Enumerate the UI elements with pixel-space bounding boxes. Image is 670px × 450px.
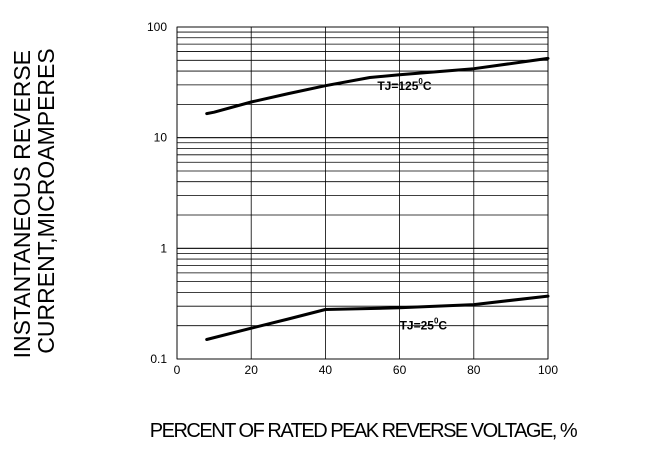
x-tick-label: 100 <box>538 363 558 377</box>
y-tick-label: 1 <box>160 241 167 255</box>
y-tick-label: 100 <box>147 20 167 34</box>
x-axis-label: PERCENT OF RATED PEAK REVERSE VOLTAGE, % <box>150 420 578 442</box>
tick-labels: 0 20 40 60 80 100 0.1 1 10 100 <box>147 20 558 377</box>
x-tick-label: 0 <box>174 363 181 377</box>
x-tick-label: 80 <box>467 363 481 377</box>
series-line-tj-125c <box>205 56 550 116</box>
series-line-tj-25c <box>205 294 550 341</box>
x-tick-label: 40 <box>319 363 333 377</box>
y-tick-label: 0.1 <box>150 352 167 366</box>
y-axis-label-line-2: CURRENT,MICROAMPERES <box>33 48 59 353</box>
y-axis-label: INSTANTANEOUS REVERSE CURRENT,MICROAMPER… <box>9 44 59 359</box>
series-label-tj-125c: TJ=1250C <box>377 77 432 93</box>
x-tick-label: 60 <box>393 363 407 377</box>
grid <box>176 26 549 360</box>
y-tick-label: 10 <box>154 131 168 145</box>
series-label-tj-25c: TJ=250C <box>400 316 448 332</box>
y-axis-label-line-1: INSTANTANEOUS REVERSE <box>9 50 35 358</box>
plot-frame <box>176 26 549 360</box>
x-tick-label: 20 <box>245 363 259 377</box>
data-series <box>205 56 550 341</box>
series-annotations: TJ=1250C TJ=250C <box>377 77 447 333</box>
